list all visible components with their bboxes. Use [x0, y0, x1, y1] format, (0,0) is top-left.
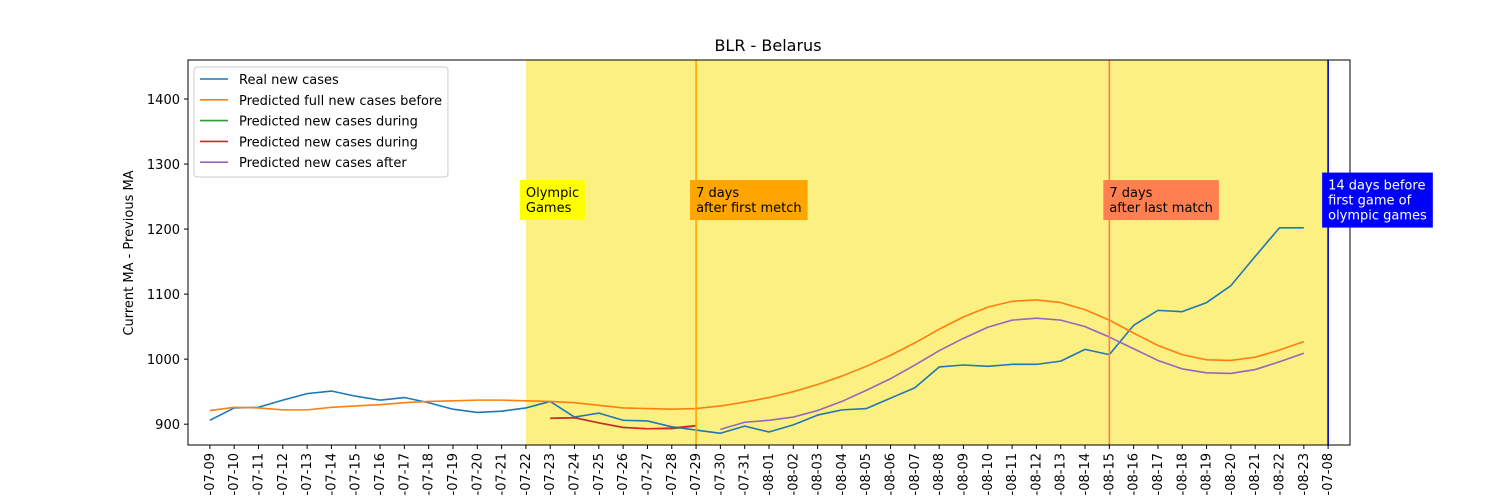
x-tick-label-8: -07-17: [397, 453, 412, 495]
annotation-marker-2-text-0: 14 days before: [1328, 179, 1425, 194]
x-tick-label-38: -08-16: [1127, 453, 1142, 495]
y-tick-label-3: 1200: [147, 223, 180, 238]
olympics-shaded-region: [525, 60, 1329, 445]
annotation-olympic-0-text-1: Games: [526, 201, 572, 216]
x-tick-label-15: -07-24: [568, 453, 583, 495]
x-tick-label-41: -08-19: [1200, 453, 1215, 495]
x-tick-label-14: -07-23: [543, 453, 558, 495]
x-tick-label-2: -07-11: [251, 453, 266, 495]
x-tick-label-10: -07-19: [446, 453, 461, 495]
annotation-marker-1-box: [1103, 180, 1219, 221]
x-tick-label-27: -08-05: [859, 453, 874, 495]
x-tick-label-5: -07-14: [324, 453, 339, 495]
x-tick-label-39: -08-17: [1151, 453, 1166, 495]
x-tick-label-43: -08-21: [1248, 453, 1263, 495]
series-line-3: [550, 416, 697, 430]
y-tick-label-1: 1000: [147, 353, 180, 368]
legend-label-0: Real new cases: [239, 73, 339, 88]
legend: Real new cases Predicted full new cases b…: [193, 66, 449, 178]
x-tick-label-31: -08-09: [956, 453, 971, 495]
legend-label-4: Predicted new cases after: [239, 156, 407, 171]
x-tick-label-40: -08-18: [1175, 453, 1190, 495]
x-tick-label-6: -07-15: [349, 453, 364, 495]
x-tick-label-1: -07-10: [227, 453, 242, 495]
x-tick-label-34: -08-12: [1029, 453, 1044, 495]
y-tick-label-0: 900: [155, 418, 180, 433]
y-tick-label-2: 1100: [147, 288, 180, 303]
annotation-olympic-0-box: [519, 180, 586, 221]
x-tick-label-29: -08-07: [908, 453, 923, 495]
annotation-marker-2-box: [1322, 172, 1433, 228]
x-tick-label-0: -07-09: [203, 453, 218, 495]
y-axis-label: Current MA - Previous MA: [122, 170, 137, 335]
x-tick-label-4: -07-13: [300, 453, 315, 495]
legend-box: [193, 66, 449, 178]
annotation-marker-1-text-1: after last match: [1109, 201, 1213, 216]
x-tick-label-28: -08-06: [884, 453, 899, 495]
x-tick-label-21: -07-30: [713, 453, 728, 495]
annotation-marker-2-text-2: olympic games: [1328, 209, 1427, 224]
x-tick-label-25: -08-03: [811, 453, 826, 495]
x-tick-label-9: -07-18: [422, 453, 437, 495]
x-tick-label-12: -07-21: [495, 453, 510, 495]
legend-label-1: Predicted full new cases before: [239, 94, 442, 109]
x-tick-label-17: -07-26: [616, 453, 631, 495]
x-tick-label-20: -07-29: [689, 453, 704, 495]
annotation-marker-0-text-1: after first metch: [696, 201, 802, 216]
x-tick-label-30: -08-08: [932, 453, 947, 495]
x-tick-label-36: -08-14: [1078, 453, 1093, 495]
y-tick-label-5: 1400: [147, 93, 180, 108]
x-tick-label-35: -08-13: [1054, 453, 1069, 495]
x-tick-label-7: -07-16: [373, 453, 388, 495]
series-line-0: [209, 226, 1304, 435]
x-tick-label-33: -08-11: [1005, 453, 1020, 495]
x-tick-label-45: -08-23: [1297, 453, 1312, 495]
x-tick-label-32: -08-10: [981, 453, 996, 495]
legend-label-2: Predicted new cases during: [239, 115, 418, 130]
x-tick-label-19: -07-28: [665, 453, 680, 495]
x-tick-label-16: -07-25: [592, 453, 607, 495]
annotation-marker-0-text-0: 7 days: [696, 186, 739, 201]
series-line-1: [209, 299, 1305, 412]
series-line-4: [720, 317, 1305, 431]
x-tick-label-44: -08-22: [1273, 453, 1288, 495]
annotation-marker-1-text-0: 7 days: [1109, 186, 1152, 201]
x-tick-label-26: -08-04: [835, 453, 850, 495]
annotation-olympic-0-text-0: Olympic: [526, 186, 579, 201]
legend-label-3: Predicted new cases during: [239, 135, 418, 150]
x-tick-label-42: -08-20: [1224, 453, 1239, 495]
annotation-marker-0-box: [690, 180, 808, 221]
x-tick-label-23: -08-01: [762, 453, 777, 495]
x-tick-label-37: -08-15: [1102, 453, 1117, 495]
chart-title: BLR - Belarus: [714, 36, 821, 55]
x-tick-label-22: -07-31: [738, 453, 753, 495]
x-tick-label-3: -07-12: [276, 453, 291, 495]
x-tick-label-18: -07-27: [640, 453, 655, 495]
x-tick-label-24: -08-02: [786, 453, 801, 495]
x-tick-label-11: -07-20: [470, 453, 485, 495]
x-tick-label-46: -07-08: [1321, 453, 1336, 495]
y-tick-label-4: 1300: [147, 158, 180, 173]
x-tick-label-13: -07-22: [519, 453, 534, 495]
annotation-marker-2-text-1: first game of: [1328, 194, 1412, 209]
